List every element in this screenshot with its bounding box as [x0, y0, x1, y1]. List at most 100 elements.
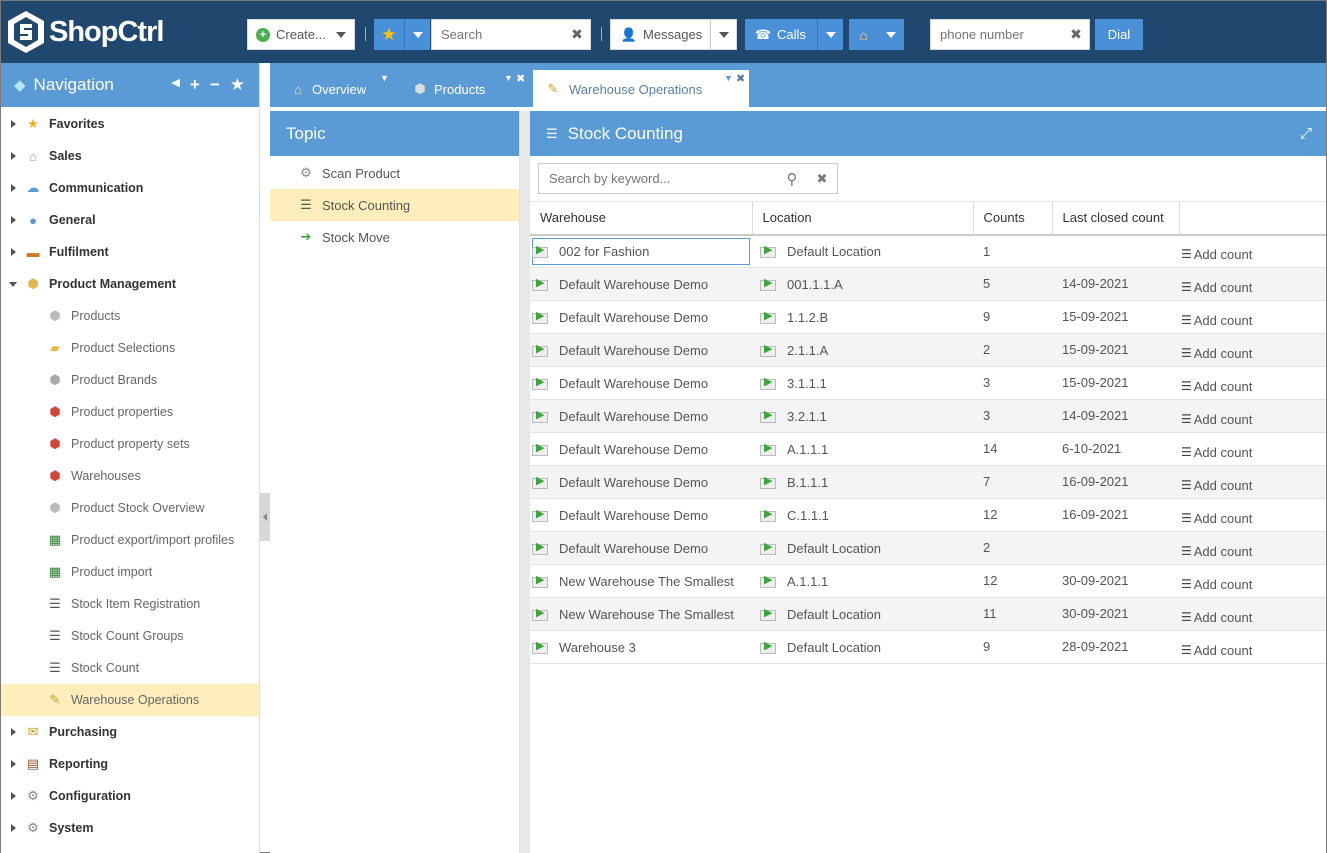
close-tab-icon[interactable]: ✖: [516, 73, 526, 85]
sidebar-item-favorites[interactable]: ★ Favorites: [1, 108, 259, 140]
sidebar-item-stock-count[interactable]: ☰ Stock Count: [1, 652, 259, 684]
warehouse-cell[interactable]: 002 for Fashion: [530, 236, 752, 267]
go-to-warehouse-icon[interactable]: [532, 408, 549, 423]
table-row[interactable]: Default Warehouse Demo 2.1.1.A 215-09-2021…: [530, 333, 1326, 367]
tab-warehouse-operations[interactable]: ✎ Warehouse Operations ▼ ✖: [533, 70, 749, 107]
clear-search-icon[interactable]: ✖: [571, 26, 583, 42]
add-count-button[interactable]: ☰ Add count: [1181, 571, 1326, 592]
warehouse-cell[interactable]: Default Warehouse Demo: [530, 434, 752, 465]
add-count-button[interactable]: ☰ Add count: [1181, 274, 1326, 295]
column-header-warehouse[interactable]: Warehouse: [530, 201, 753, 236]
go-to-warehouse-icon[interactable]: [532, 276, 549, 291]
collapsed-arrow-icon[interactable]: [11, 824, 16, 832]
create-dropdown-toggle[interactable]: [328, 20, 354, 49]
location-cell[interactable]: B.1.1.1: [760, 474, 973, 490]
go-to-warehouse-icon[interactable]: [532, 507, 549, 522]
warehouse-cell[interactable]: New Warehouse The Smallest: [530, 566, 752, 597]
location-cell[interactable]: 3.1.1.1: [760, 375, 973, 391]
add-count-button[interactable]: ☰ Add count: [1181, 439, 1326, 460]
location-cell[interactable]: 001.1.1.A: [760, 276, 973, 292]
home-dropdown-toggle[interactable]: [878, 19, 904, 50]
sidebar-item-general[interactable]: ● General: [1, 204, 259, 236]
go-to-location-icon[interactable]: [760, 309, 777, 324]
go-to-location-icon[interactable]: [760, 573, 777, 588]
collapsed-arrow-icon[interactable]: [11, 120, 16, 128]
phone-number-input[interactable]: [931, 20, 1063, 49]
messages-dropdown-toggle[interactable]: [710, 20, 736, 49]
location-cell[interactable]: Default Location: [760, 243, 973, 259]
keyword-search-input[interactable]: [539, 171, 777, 186]
sidebar-item-product-properties[interactable]: ⬢ Product properties: [1, 396, 259, 428]
table-row[interactable]: 002 for Fashion Default Location 1 ☰Add cou…: [530, 234, 1326, 268]
go-to-location-icon[interactable]: [760, 408, 777, 423]
sidebar-item-product-selections[interactable]: ▰ Product Selections: [1, 332, 259, 364]
warehouse-cell[interactable]: Default Warehouse Demo: [530, 335, 752, 366]
go-to-warehouse-icon[interactable]: [532, 540, 549, 555]
warehouse-cell[interactable]: Default Warehouse Demo: [530, 467, 752, 498]
tab-overview[interactable]: ⌂ Overview: [290, 63, 366, 107]
go-to-warehouse-icon[interactable]: [532, 474, 549, 489]
go-to-location-icon[interactable]: [760, 606, 777, 621]
table-row[interactable]: New Warehouse The Smallest A.1.1.1 1230-09…: [530, 564, 1326, 598]
collapse-nav-icon[interactable]: ◀: [171, 77, 180, 89]
table-row[interactable]: Default Warehouse Demo C.1.1.1 1216-09-202…: [530, 498, 1326, 532]
location-cell[interactable]: Default Location: [760, 606, 973, 622]
warehouse-cell[interactable]: Default Warehouse Demo: [530, 302, 752, 333]
add-count-button[interactable]: ☰ Add count: [1181, 340, 1326, 361]
topic-item-stock-counting[interactable]: ☰ Stock Counting: [270, 189, 519, 221]
table-row[interactable]: Default Warehouse Demo 3.1.1.1 315-09-2021…: [530, 366, 1326, 400]
go-to-warehouse-icon[interactable]: [532, 639, 549, 654]
collapsed-arrow-icon[interactable]: [11, 152, 16, 160]
warehouse-cell[interactable]: New Warehouse The Smallest: [530, 599, 752, 630]
go-to-location-icon[interactable]: [760, 507, 777, 522]
sidebar-item-product-brands[interactable]: ⬢ Product Brands: [1, 364, 259, 396]
go-to-location-icon[interactable]: [760, 540, 777, 555]
table-row[interactable]: New Warehouse The Smallest Default Locati…: [530, 597, 1326, 631]
go-to-location-icon[interactable]: [760, 342, 777, 357]
sidebar-item-configuration[interactable]: ⚙ Configuration: [1, 780, 259, 812]
add-count-button[interactable]: ☰ Add count: [1181, 538, 1326, 559]
go-to-location-icon[interactable]: [760, 474, 777, 489]
location-cell[interactable]: C.1.1.1: [760, 507, 973, 523]
warehouse-cell[interactable]: Default Warehouse Demo: [530, 533, 752, 564]
close-tab-icon[interactable]: ✖: [736, 73, 746, 85]
calls-dropdown-toggle[interactable]: [817, 19, 843, 50]
location-cell[interactable]: 1.1.2.B: [760, 309, 973, 325]
global-search-input[interactable]: [432, 20, 564, 49]
go-to-location-icon[interactable]: [760, 639, 777, 654]
sidebar-item-reporting[interactable]: ▤ Reporting: [1, 748, 259, 780]
location-cell[interactable]: A.1.1.1: [760, 573, 973, 589]
table-row[interactable]: Warehouse 3 Default Location 928-09-2021☰A…: [530, 630, 1326, 664]
column-header-counts[interactable]: Counts: [973, 201, 1053, 236]
table-row[interactable]: Default Warehouse Demo Default Location 2 ☰…: [530, 531, 1326, 565]
create-button[interactable]: + Create...: [247, 19, 355, 50]
warehouse-cell[interactable]: Default Warehouse Demo: [530, 500, 752, 531]
expand-icon[interactable]: ⤢: [1299, 125, 1312, 142]
sidebar-item-product-export-import-profiles[interactable]: ▦ Product export/import profiles: [1, 524, 259, 556]
go-to-warehouse-icon[interactable]: [532, 342, 549, 357]
collapsed-arrow-icon[interactable]: [11, 184, 16, 192]
search-icon[interactable]: ⚲: [786, 170, 798, 188]
sidebar-item-communication[interactable]: ☁ Communication: [1, 172, 259, 204]
sidebar-item-purchasing[interactable]: ✉ Purchasing: [1, 716, 259, 748]
favorite-star-icon[interactable]: ★: [229, 75, 245, 94]
clear-phone-icon[interactable]: ✖: [1070, 26, 1082, 42]
sidebar-item-product-stock-overview[interactable]: ⬢ Product Stock Overview: [1, 492, 259, 524]
tab-menu-icon[interactable]: ▼: [380, 73, 389, 83]
favorites-dropdown-toggle[interactable]: [404, 19, 430, 50]
nav-splitter[interactable]: [260, 493, 270, 541]
topic-item-scan-product[interactable]: ⚙ Scan Product: [270, 157, 519, 189]
location-cell[interactable]: 3.2.1.1: [760, 408, 973, 424]
add-count-button[interactable]: ☰ Add count: [1181, 373, 1326, 394]
column-header-last-closed-count[interactable]: Last closed count: [1052, 201, 1180, 236]
go-to-warehouse-icon[interactable]: [532, 243, 549, 258]
go-to-location-icon[interactable]: [760, 441, 777, 456]
sidebar-item-products[interactable]: ⬢ Products: [1, 300, 259, 332]
clear-search-icon[interactable]: ✖: [816, 170, 828, 186]
go-to-warehouse-icon[interactable]: [532, 606, 549, 621]
sidebar-item-sales[interactable]: ⌂ Sales: [1, 140, 259, 172]
add-count-button[interactable]: ☰ Add count: [1181, 307, 1326, 328]
go-to-location-icon[interactable]: [760, 243, 777, 258]
table-row[interactable]: Default Warehouse Demo A.1.1.1 146-10-2021…: [530, 432, 1326, 466]
go-to-location-icon[interactable]: [760, 375, 777, 390]
